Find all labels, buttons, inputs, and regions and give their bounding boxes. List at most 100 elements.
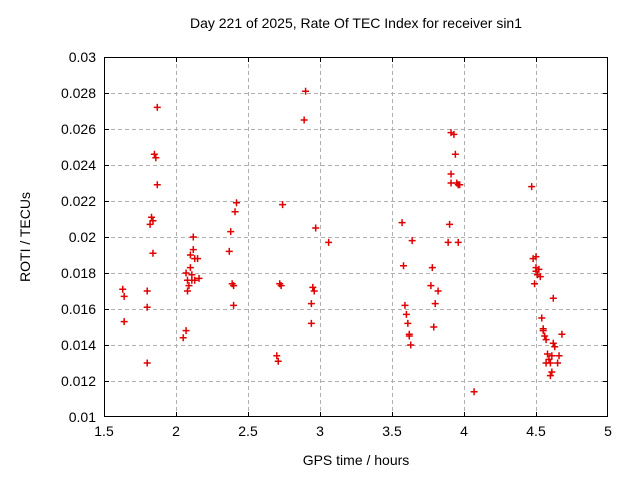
data-point-marker <box>148 213 156 221</box>
data-point-marker <box>191 276 199 284</box>
plot-area <box>104 57 608 417</box>
x-axis-label: GPS time / hours <box>302 452 410 468</box>
data-point-marker <box>307 300 315 308</box>
data-point-marker <box>152 154 160 162</box>
data-point-marker <box>531 280 539 288</box>
data-point-marker <box>194 255 202 263</box>
x-tick-label: 2.5 <box>238 423 258 439</box>
data-point-marker <box>227 228 235 236</box>
data-point-marker <box>548 352 556 360</box>
data-point-marker <box>149 249 157 257</box>
data-point-marker <box>558 330 566 338</box>
data-point-marker <box>120 292 128 300</box>
data-point-marker <box>274 357 282 365</box>
data-point-marker <box>549 294 557 302</box>
data-point-marker <box>186 251 194 259</box>
data-point-marker <box>444 238 452 246</box>
x-tick-label: 4 <box>460 423 468 439</box>
y-tick-label: 0.024 <box>60 157 96 173</box>
data-point-marker <box>400 262 408 270</box>
data-point-marker <box>300 116 308 124</box>
data-point-marker <box>446 220 454 228</box>
data-point-marker <box>427 282 435 290</box>
data-point-marker <box>146 220 154 228</box>
chart-title: Day 221 of 2025, Rate Of TEC Index for r… <box>189 15 523 31</box>
data-point-marker <box>407 341 415 349</box>
y-tick-label: 0.03 <box>68 49 96 65</box>
data-point-marker <box>150 150 158 158</box>
data-point-marker <box>231 208 239 216</box>
data-point-marker <box>555 352 563 360</box>
data-point-marker <box>309 283 317 291</box>
data-point-marker <box>273 352 281 360</box>
data-point-marker <box>536 273 544 281</box>
data-point-marker <box>232 199 240 207</box>
data-point-marker <box>179 334 187 342</box>
data-point-marker <box>312 224 320 232</box>
data-point-marker <box>119 285 127 293</box>
data-point-marker <box>549 339 557 347</box>
plot-border <box>104 57 608 417</box>
data-point-marker <box>532 253 540 261</box>
data-point-marker <box>225 247 233 255</box>
data-point-marker <box>398 219 406 227</box>
data-point-marker <box>279 201 287 209</box>
data-point-marker <box>470 388 478 396</box>
x-tick-label: 4.5 <box>526 423 546 439</box>
data-point-marker <box>454 238 462 246</box>
data-point-marker <box>434 287 442 295</box>
data-point-marker <box>546 359 554 367</box>
data-point-marker <box>542 336 550 344</box>
y-tick-label: 0.012 <box>60 373 96 389</box>
data-point-marker <box>401 301 409 309</box>
data-point-marker <box>143 303 151 311</box>
data-point-marker <box>302 87 310 95</box>
data-point-marker <box>307 319 315 327</box>
data-point-marker <box>428 264 436 272</box>
data-point-marker <box>182 269 190 277</box>
data-point-marker <box>230 282 238 290</box>
y-tick-label: 0.026 <box>60 121 96 137</box>
y-tick-label: 0.028 <box>60 85 96 101</box>
data-point-marker <box>186 264 194 272</box>
data-point-marker <box>189 246 197 254</box>
data-point-marker <box>184 287 192 295</box>
data-point-marker <box>447 170 455 178</box>
data-point-marker <box>277 282 285 290</box>
data-point-marker <box>554 359 562 367</box>
data-point-marker <box>430 323 438 331</box>
data-point-marker <box>538 314 546 322</box>
x-tick-label: 2 <box>172 423 180 439</box>
data-point-marker <box>149 217 157 225</box>
y-tick-label: 0.02 <box>68 229 96 245</box>
data-point-marker <box>532 267 540 275</box>
x-tick-label: 5 <box>604 423 612 439</box>
y-tick-label: 0.022 <box>60 193 96 209</box>
data-point-marker <box>153 103 161 111</box>
data-point-marker <box>325 238 333 246</box>
data-point-marker <box>182 327 190 335</box>
y-tick-label: 0.018 <box>60 265 96 281</box>
data-point-marker <box>545 355 553 363</box>
data-point-marker <box>195 274 203 282</box>
data-point-marker <box>539 327 547 335</box>
data-point-marker <box>404 319 412 327</box>
data-point-marker <box>143 287 151 295</box>
data-point-marker <box>451 150 459 158</box>
data-point-marker <box>408 237 416 245</box>
data-point-marker <box>544 350 552 358</box>
data-point-marker <box>551 343 559 351</box>
x-tick-label: 3.5 <box>382 423 402 439</box>
x-tick-label: 3 <box>316 423 324 439</box>
data-point-marker <box>310 287 318 295</box>
data-point-marker <box>546 372 554 380</box>
data-point-marker <box>456 181 464 189</box>
data-point-marker <box>120 318 128 326</box>
data-point-marker <box>153 181 161 189</box>
y-tick-label: 0.014 <box>60 337 96 353</box>
data-point-marker <box>528 183 536 191</box>
y-tick-label: 0.016 <box>60 301 96 317</box>
data-point-marker <box>405 332 413 340</box>
y-tick-label: 0.01 <box>68 409 96 425</box>
